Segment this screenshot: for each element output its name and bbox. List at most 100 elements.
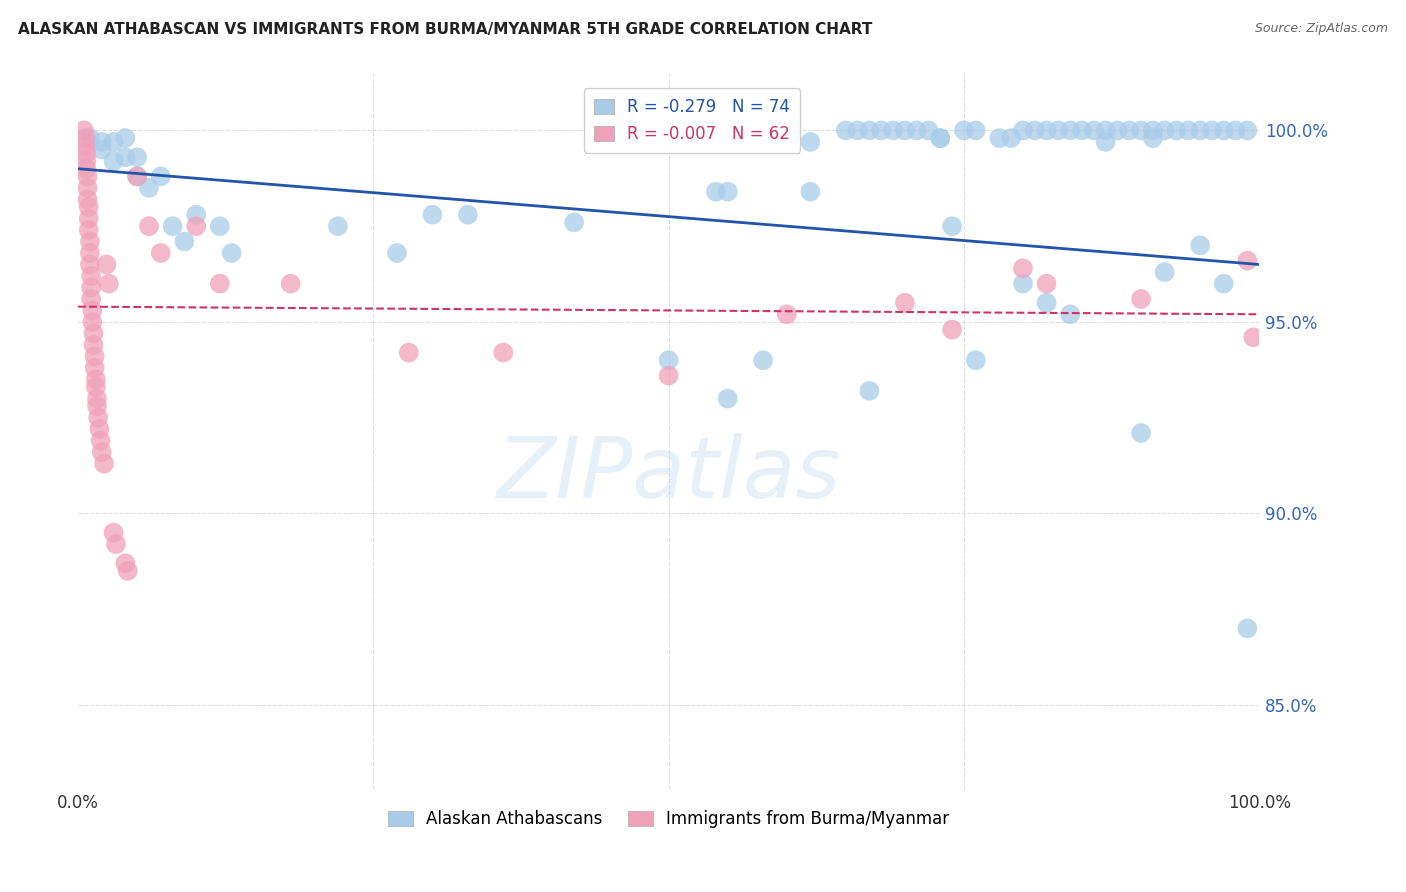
Point: [114, 131, 136, 145]
Point: [138, 181, 160, 195]
Point: [858, 123, 880, 137]
Point: [917, 123, 939, 137]
Point: [79, 258, 101, 272]
Point: [776, 307, 799, 321]
Point: [1201, 123, 1223, 137]
Point: [86, 392, 108, 406]
Point: [75, 154, 97, 169]
Legend: Alaskan Athabascans, Immigrants from Burma/Myanmar: Alaskan Athabascans, Immigrants from Bur…: [381, 804, 956, 835]
Point: [1236, 621, 1258, 635]
Point: [82, 303, 104, 318]
Point: [104, 537, 127, 551]
Point: [562, 215, 585, 229]
Point: [127, 169, 149, 184]
Point: [894, 295, 917, 310]
Point: [87, 410, 110, 425]
Point: [1107, 123, 1129, 137]
Point: [1236, 123, 1258, 137]
Point: [103, 154, 125, 169]
Point: [149, 246, 172, 260]
Point: [1177, 123, 1199, 137]
Point: [186, 219, 208, 234]
Point: [799, 185, 821, 199]
Point: [1142, 131, 1164, 145]
Point: [103, 525, 125, 540]
Point: [103, 135, 125, 149]
Point: [929, 131, 952, 145]
Point: [799, 135, 821, 149]
Point: [1071, 123, 1094, 137]
Point: [1035, 295, 1057, 310]
Point: [1130, 123, 1153, 137]
Point: [1094, 123, 1116, 137]
Point: [1083, 123, 1105, 137]
Point: [280, 277, 302, 291]
Point: [953, 123, 976, 137]
Point: [149, 169, 172, 184]
Point: [1236, 253, 1258, 268]
Point: [941, 219, 963, 234]
Point: [96, 258, 118, 272]
Point: [127, 150, 149, 164]
Point: [80, 268, 103, 283]
Text: Source: ZipAtlas.com: Source: ZipAtlas.com: [1254, 22, 1388, 36]
Point: [988, 131, 1011, 145]
Point: [79, 235, 101, 249]
Point: [75, 138, 97, 153]
Point: [965, 353, 987, 368]
Point: [90, 445, 112, 459]
Point: [93, 457, 115, 471]
Point: [717, 392, 740, 406]
Point: [1118, 123, 1140, 137]
Point: [90, 143, 112, 157]
Point: [82, 338, 104, 352]
Text: ZIPatlas: ZIPatlas: [496, 433, 841, 516]
Point: [75, 146, 97, 161]
Point: [835, 123, 858, 137]
Point: [114, 556, 136, 570]
Point: [965, 123, 987, 137]
Point: [870, 123, 893, 137]
Point: [1212, 277, 1234, 291]
Point: [138, 219, 160, 234]
Point: [1012, 123, 1035, 137]
Point: [858, 384, 880, 398]
Point: [82, 326, 104, 341]
Point: [1059, 123, 1081, 137]
Point: [76, 193, 98, 207]
Point: [79, 131, 101, 145]
Point: [1000, 131, 1022, 145]
Point: [846, 123, 869, 137]
Point: [929, 131, 952, 145]
Point: [326, 219, 349, 234]
Point: [1035, 123, 1057, 137]
Point: [941, 323, 963, 337]
Point: [422, 208, 444, 222]
Point: [1225, 123, 1247, 137]
Point: [894, 123, 917, 137]
Point: [162, 219, 184, 234]
Point: [1130, 425, 1153, 440]
Point: [77, 211, 100, 226]
Point: [77, 200, 100, 214]
Point: [90, 434, 112, 448]
Point: [114, 150, 136, 164]
Point: [76, 169, 98, 184]
Point: [89, 422, 111, 436]
Point: [76, 181, 98, 195]
Point: [86, 399, 108, 413]
Point: [84, 380, 107, 394]
Point: [208, 277, 231, 291]
Point: [1130, 292, 1153, 306]
Point: [1241, 330, 1264, 344]
Point: [82, 315, 104, 329]
Point: [385, 246, 408, 260]
Point: [75, 131, 97, 145]
Point: [1189, 123, 1212, 137]
Point: [117, 564, 139, 578]
Point: [752, 353, 775, 368]
Point: [83, 360, 105, 375]
Point: [1142, 123, 1164, 137]
Point: [73, 123, 96, 137]
Point: [1035, 277, 1057, 291]
